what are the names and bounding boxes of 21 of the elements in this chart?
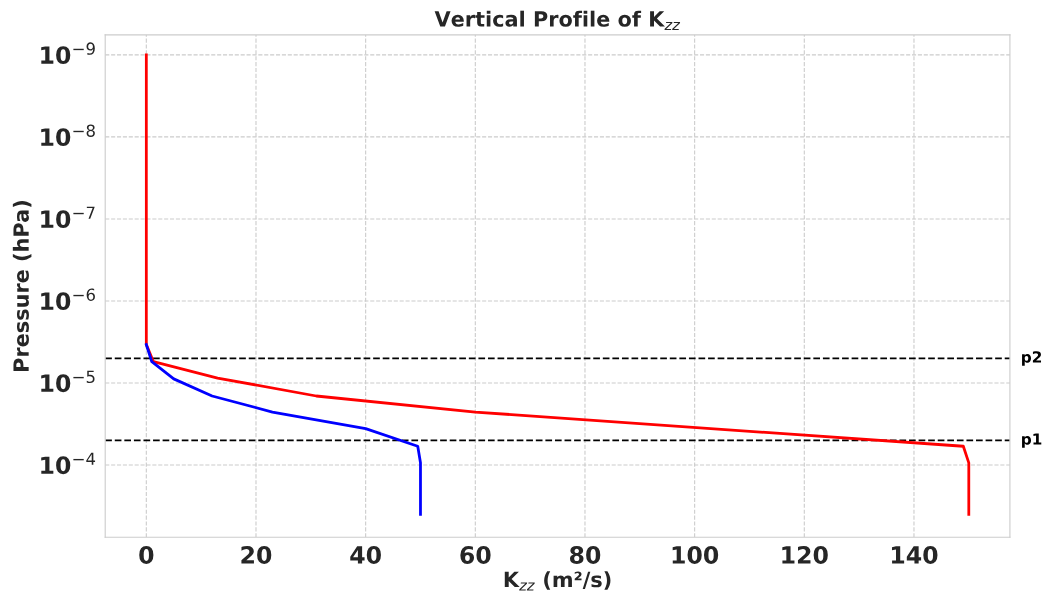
x-tick-label: 40 xyxy=(350,546,381,564)
x-tick-label: 100 xyxy=(672,546,719,564)
y-tick-label: 10$^{−7}$ xyxy=(41,206,95,229)
y-axis-title: Pressure (hPa) xyxy=(12,201,32,371)
chart-title: Vertical Profile of K$_{zz}$ xyxy=(434,10,681,30)
ref-line-label: p2 xyxy=(1022,351,1042,366)
x-tick-label: 0 xyxy=(139,546,154,564)
x-tick-label: 140 xyxy=(891,546,938,564)
y-tick-label: 10$^{−9}$ xyxy=(41,42,95,65)
line-series xyxy=(144,343,422,516)
y-tick-label: 10$^{−6}$ xyxy=(41,288,95,311)
x-tick-label: 80 xyxy=(569,546,601,564)
x-tick-label: 60 xyxy=(460,546,491,564)
ref-line-label: p1 xyxy=(1022,433,1042,448)
y-tick-label: 10$^{−8}$ xyxy=(41,124,95,147)
line-series xyxy=(144,53,971,516)
x-tick-label: 120 xyxy=(782,546,828,564)
x-tick-label: 20 xyxy=(241,546,272,564)
x-axis-title: K$_{zz}$ (m²/s) xyxy=(504,571,611,591)
y-tick-label: 10$^{−4}$ xyxy=(41,452,96,475)
y-tick-label: 10$^{−5}$ xyxy=(41,370,95,393)
